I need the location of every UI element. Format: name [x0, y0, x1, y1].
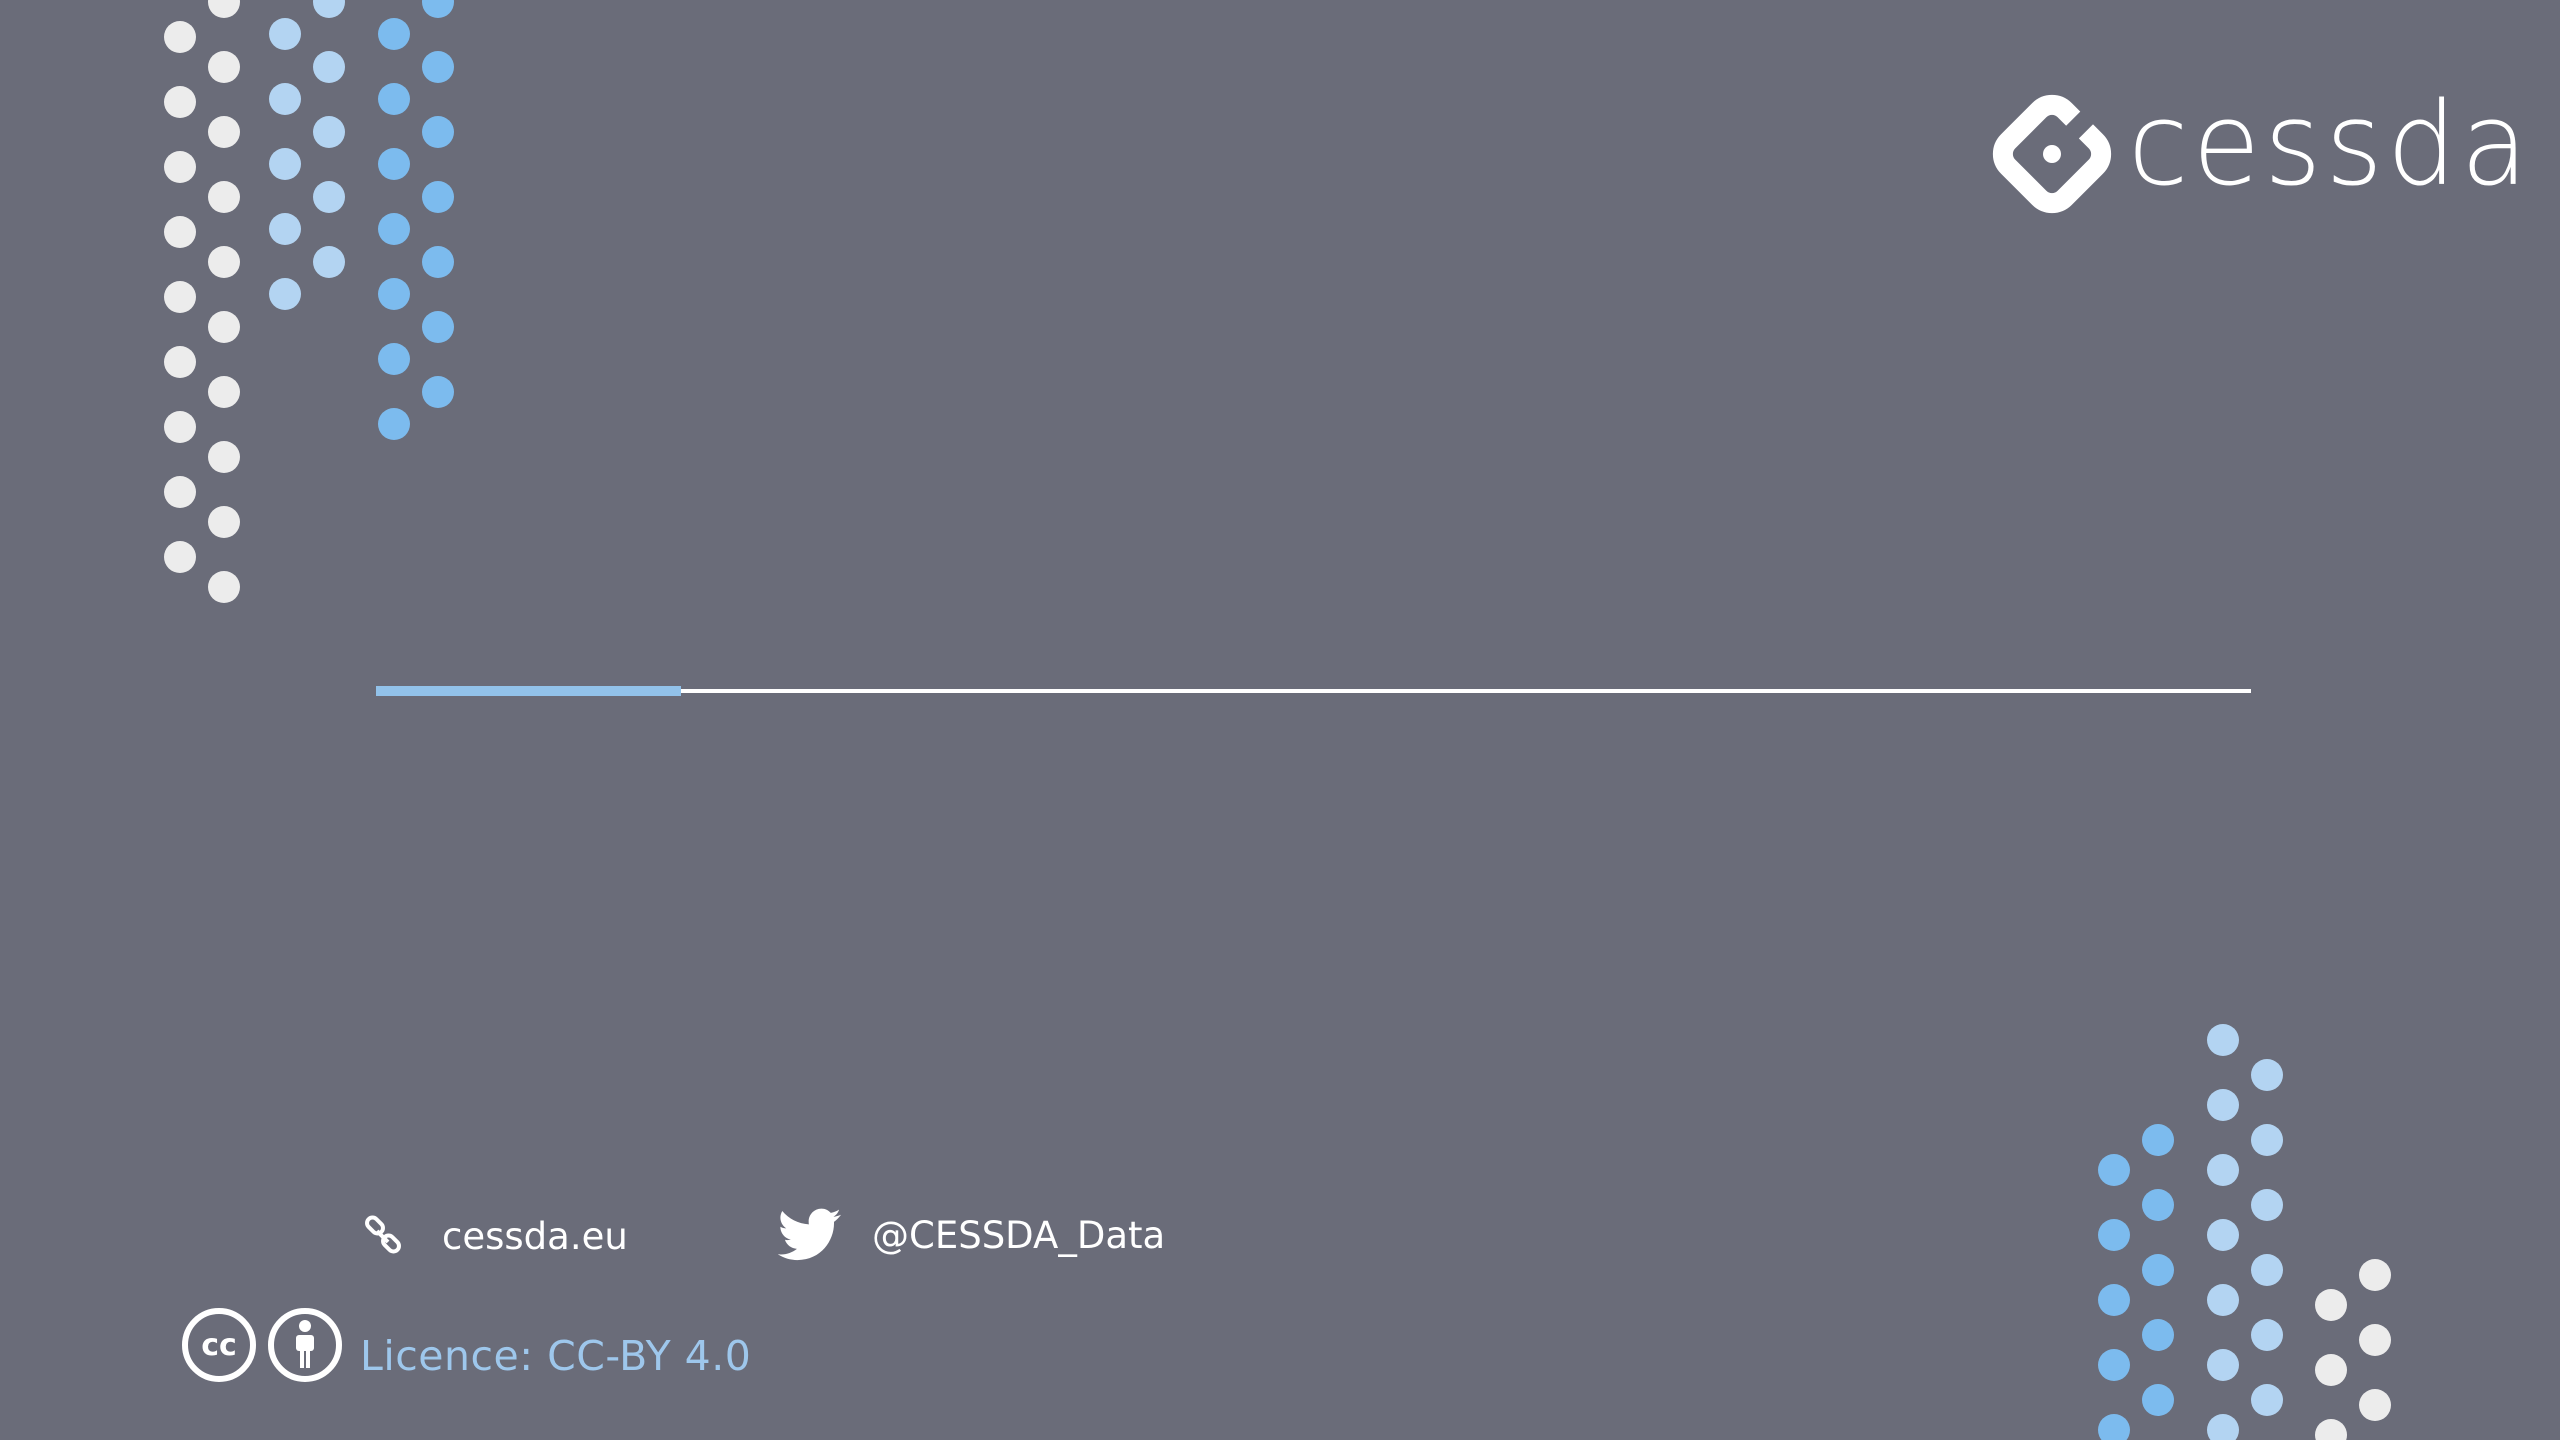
decorative-dot — [2251, 1254, 2283, 1286]
decorative-dot — [2251, 1124, 2283, 1156]
decorative-dot — [2098, 1219, 2130, 1251]
decorative-dot — [208, 311, 240, 343]
decorative-dot — [269, 18, 301, 50]
svg-text:cc: cc — [201, 1328, 237, 1363]
decorative-dot — [164, 21, 196, 53]
attribution-person-icon — [268, 1308, 342, 1382]
decorative-dot — [208, 376, 240, 408]
decorative-dot — [422, 116, 454, 148]
decorative-dot — [164, 541, 196, 573]
decorative-dot — [2207, 1024, 2239, 1056]
decorative-dot — [2207, 1154, 2239, 1186]
decorative-dot — [2207, 1349, 2239, 1381]
decorative-dot — [2359, 1389, 2391, 1421]
decorative-dot — [2207, 1089, 2239, 1121]
decorative-dot — [208, 246, 240, 278]
decorative-dot — [208, 0, 240, 18]
decorative-dot — [378, 408, 410, 440]
decorative-dot — [2251, 1059, 2283, 1091]
decorative-dot — [164, 86, 196, 118]
decorative-dot — [2207, 1219, 2239, 1251]
licence-label: Licence: CC-BY 4.0 — [360, 1332, 752, 1380]
divider-line — [376, 689, 2251, 693]
decorative-dot — [2359, 1324, 2391, 1356]
decorative-dot — [2207, 1284, 2239, 1316]
decorative-dot — [2142, 1319, 2174, 1351]
decorative-dot — [164, 411, 196, 443]
decorative-dot — [164, 216, 196, 248]
decorative-dot — [2359, 1259, 2391, 1291]
decorative-dot — [2098, 1284, 2130, 1316]
decorative-dot — [378, 278, 410, 310]
decorative-dot — [422, 181, 454, 213]
decorative-dot — [2315, 1419, 2347, 1440]
twitter-bird-icon — [778, 1208, 841, 1261]
brand-wordmark: cessda — [2128, 76, 2533, 212]
decorative-dot — [208, 441, 240, 473]
decorative-dot — [2207, 1414, 2239, 1440]
divider-accent — [376, 686, 681, 696]
decorative-dot — [422, 376, 454, 408]
decorative-dot — [2098, 1414, 2130, 1440]
decorative-dot — [269, 213, 301, 245]
decorative-dot — [164, 151, 196, 183]
decorative-dot — [2142, 1124, 2174, 1156]
decorative-dot — [313, 246, 345, 278]
decorative-dot — [2142, 1384, 2174, 1416]
twitter-handle[interactable]: @CESSDA_Data — [872, 1213, 1166, 1257]
decorative-dot — [422, 51, 454, 83]
decorative-dot — [313, 0, 345, 18]
decorative-dot — [422, 246, 454, 278]
creative-commons-icon: cc — [182, 1308, 256, 1382]
decorative-dot — [208, 181, 240, 213]
decorative-dot — [269, 148, 301, 180]
decorative-dot — [208, 51, 240, 83]
decorative-dot — [313, 116, 345, 148]
website-link[interactable]: cessda.eu — [442, 1214, 628, 1258]
twitter-contact[interactable]: @CESSDA_Data — [778, 1208, 1165, 1262]
decorative-dot — [378, 148, 410, 180]
decorative-dot — [2251, 1189, 2283, 1221]
decorative-dot — [2098, 1154, 2130, 1186]
decorative-dot — [164, 281, 196, 313]
decorative-dot — [2142, 1254, 2174, 1286]
decorative-dot — [164, 476, 196, 508]
decorative-dot — [164, 346, 196, 378]
decorative-dot — [2142, 1189, 2174, 1221]
cessda-diamond-logo-icon — [1992, 94, 2112, 214]
decorative-dot — [378, 18, 410, 50]
decorative-dot — [269, 278, 301, 310]
decorative-dot — [313, 51, 345, 83]
decorative-dot — [208, 571, 240, 603]
decorative-dot — [208, 506, 240, 538]
decorative-dot — [378, 343, 410, 375]
decorative-dot — [313, 181, 345, 213]
decorative-dot-pattern-top-left — [164, 0, 454, 603]
decorative-dot — [2098, 1349, 2130, 1381]
decorative-dot — [2251, 1319, 2283, 1351]
decorative-dot — [2251, 1384, 2283, 1416]
decorative-dot — [422, 0, 454, 18]
licence-icons: cc — [180, 1306, 344, 1384]
link-icon — [365, 1215, 401, 1254]
cessda-logo: cessda — [1990, 77, 2528, 214]
decorative-dot — [378, 213, 410, 245]
decorative-dot — [269, 83, 301, 115]
decorative-dot — [208, 116, 240, 148]
decorative-dot — [378, 83, 410, 115]
decorative-dot — [2315, 1289, 2347, 1321]
decorative-dot — [2315, 1354, 2347, 1386]
website-contact[interactable]: cessda.eu — [362, 1214, 628, 1258]
decorative-dot — [422, 311, 454, 343]
